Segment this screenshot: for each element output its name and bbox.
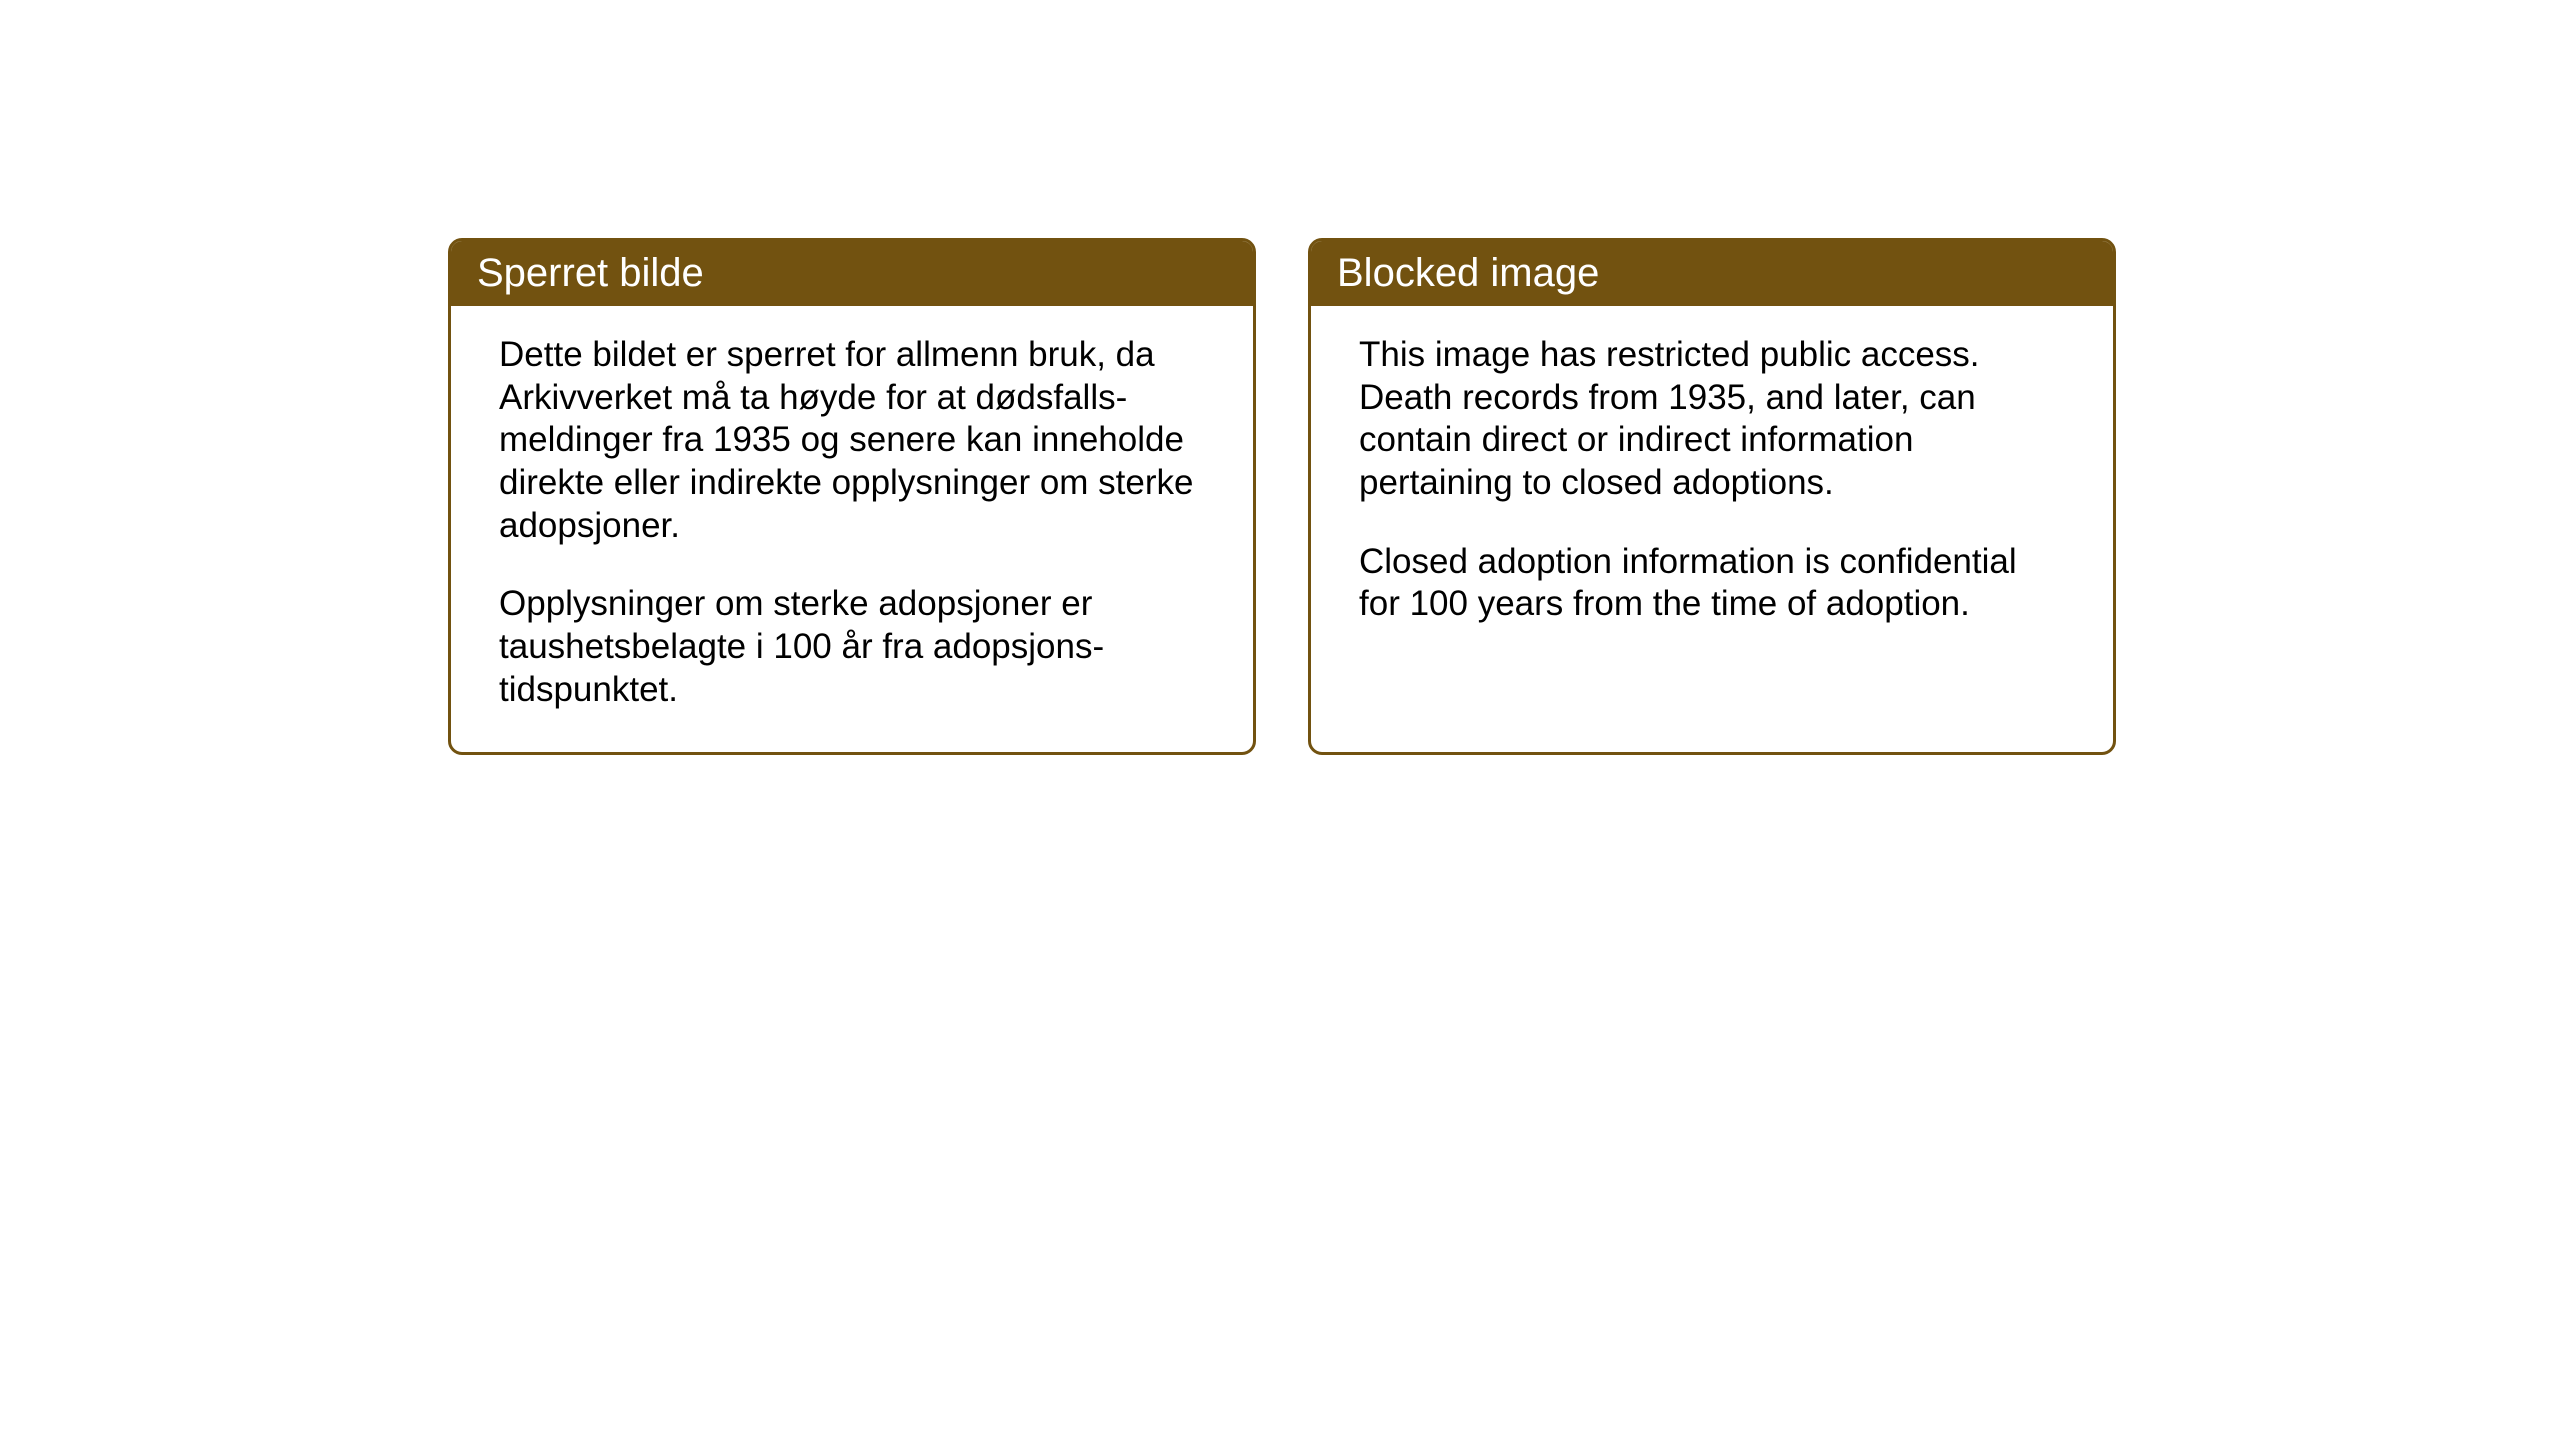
card-paragraph-2-english: Closed adoption information is confident… [1359, 541, 2065, 626]
card-header-norwegian: Sperret bilde [451, 241, 1253, 306]
card-body-norwegian: Dette bildet er sperret for allmenn bruk… [451, 306, 1253, 752]
card-paragraph-1-norwegian: Dette bildet er sperret for allmenn bruk… [499, 334, 1205, 547]
notice-card-norwegian: Sperret bilde Dette bildet er sperret fo… [448, 238, 1256, 755]
notice-card-english: Blocked image This image has restricted … [1308, 238, 2116, 755]
card-title-english: Blocked image [1337, 251, 1599, 295]
card-body-english: This image has restricted public access.… [1311, 306, 2113, 746]
card-paragraph-1-english: This image has restricted public access.… [1359, 334, 2065, 505]
card-header-english: Blocked image [1311, 241, 2113, 306]
card-paragraph-2-norwegian: Opplysninger om sterke adopsjoner er tau… [499, 583, 1205, 711]
notice-container: Sperret bilde Dette bildet er sperret fo… [448, 238, 2116, 755]
card-title-norwegian: Sperret bilde [477, 251, 704, 295]
